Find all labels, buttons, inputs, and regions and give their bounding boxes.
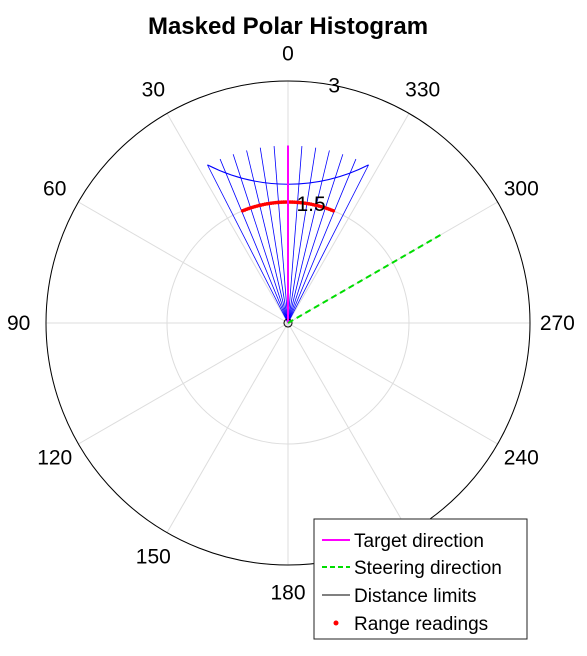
grid-spoke: [287, 113, 410, 324]
histogram-bin-edge: [259, 147, 289, 324]
tick-labels: 03060901201501802102402703003301.53: [7, 43, 575, 605]
radial-tick-label: 3: [328, 74, 340, 97]
angle-tick-label: 120: [37, 447, 72, 470]
angle-tick-label: 30: [142, 79, 165, 102]
angle-tick-label: 300: [504, 177, 539, 200]
grid-spoke: [78, 201, 289, 324]
histogram-bin-edge: [207, 164, 289, 324]
legend: Target direction Steering direction Distan…: [313, 518, 528, 640]
grid-spoke: [287, 322, 498, 445]
angle-tick-label: 330: [405, 79, 440, 102]
histogram-bin-edge: [287, 146, 303, 324]
histogram-bin-edge: [273, 146, 289, 324]
angle-tick-label: 60: [43, 177, 66, 200]
legend-label: Steering direction: [354, 558, 502, 579]
radial-tick-label: 1.5: [296, 193, 325, 216]
range-reading-dot: [240, 209, 245, 213]
chart-title: Masked Polar Histogram: [148, 13, 428, 40]
grid-spoke: [78, 322, 289, 445]
legend-label: Target direction: [354, 531, 484, 552]
legend-marker-range-readings: [333, 620, 339, 626]
grid-spoke: [287, 322, 410, 533]
histogram-bin-edge: [287, 147, 317, 324]
angle-tick-label: 270: [540, 312, 575, 335]
histogram-bin-edge: [287, 154, 344, 324]
grid-spoke: [166, 113, 289, 324]
legend-label: Range readings: [354, 614, 488, 635]
distance-limit-circle: [45, 80, 531, 566]
histogram-bin-edge: [287, 158, 357, 324]
histogram-bin-edge: [232, 154, 289, 324]
angle-tick-label: 150: [136, 545, 171, 568]
histogram-bin-edge: [246, 150, 289, 324]
grid-spoke: [166, 322, 289, 533]
histogram-bin-edge: [219, 158, 289, 324]
direction-lines: [240, 145, 443, 324]
angle-tick-label: 180: [270, 581, 305, 604]
histogram-bin-edge: [287, 150, 330, 324]
angle-tick-label: 0: [282, 43, 294, 66]
histogram-bin-edge: [287, 164, 369, 324]
angle-tick-label: 240: [504, 447, 539, 470]
angle-tick-label: 90: [7, 312, 30, 335]
legend-label: Distance limits: [354, 586, 476, 607]
histogram-sector: [207, 145, 369, 324]
